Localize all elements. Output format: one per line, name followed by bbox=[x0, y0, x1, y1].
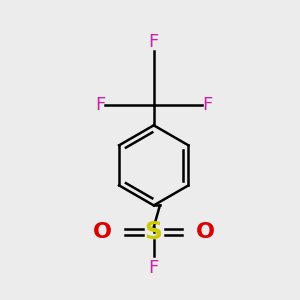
Text: O: O bbox=[196, 222, 215, 242]
Text: S: S bbox=[145, 220, 163, 244]
Text: F: F bbox=[148, 259, 159, 277]
Text: F: F bbox=[148, 33, 159, 51]
Text: F: F bbox=[202, 96, 212, 114]
Text: F: F bbox=[95, 96, 105, 114]
Text: O: O bbox=[92, 222, 111, 242]
